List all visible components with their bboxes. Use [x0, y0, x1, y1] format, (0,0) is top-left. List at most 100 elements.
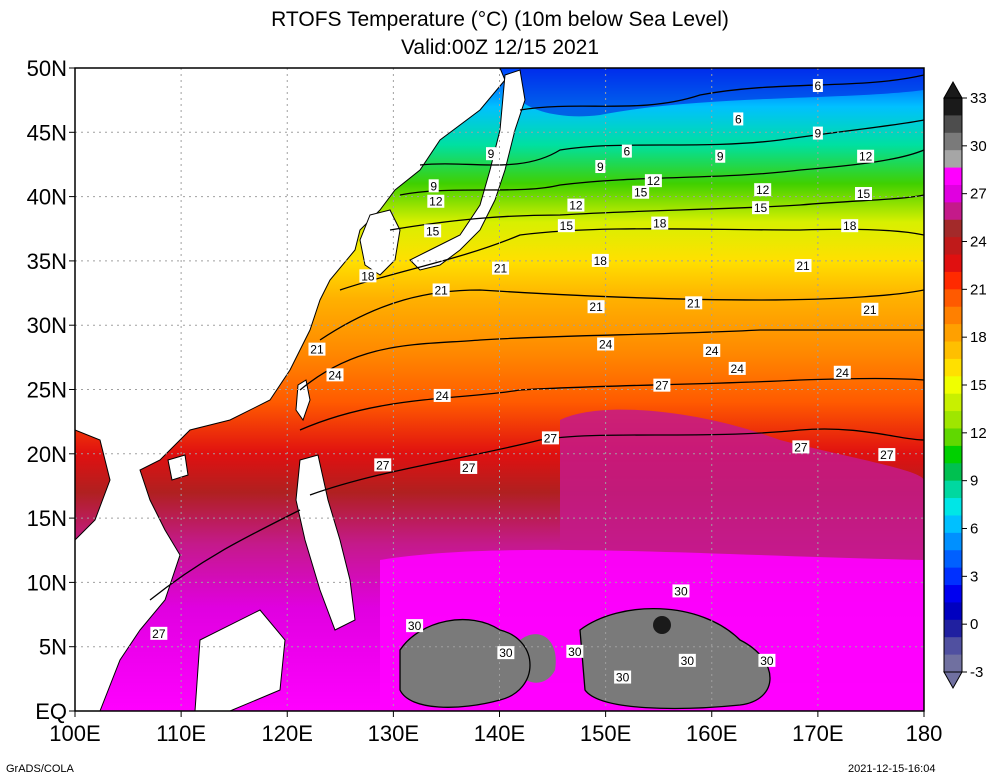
contour-label: 30: [568, 645, 582, 659]
contour-label: 12: [647, 174, 661, 188]
contour-label-bg: [406, 619, 424, 633]
colorbar-swatch: [944, 115, 962, 134]
contour-label: 18: [653, 217, 667, 231]
contour-label-bg: [460, 460, 478, 474]
isotherms: [149, 74, 924, 710]
colorbar-label: 15: [970, 377, 987, 394]
contour-label-bg: [792, 440, 810, 454]
contour-label: 9: [597, 160, 604, 174]
colorbar-label: 3: [970, 568, 978, 585]
contour-label-bg: [878, 448, 896, 462]
contour-label-bg: [672, 584, 690, 598]
colorbar-swatch: [944, 219, 962, 238]
lat-tick-label: 40N: [27, 185, 67, 210]
contour-label: 27: [880, 448, 894, 462]
colorbar-min-arrow: [943, 671, 963, 690]
contour-label-bg: [597, 337, 615, 351]
contour-label: 30: [499, 646, 513, 660]
contour-label: 21: [687, 296, 701, 310]
contour-label: 21: [863, 303, 877, 317]
contour-label: 21: [310, 343, 324, 357]
contour-label: 12: [859, 150, 873, 164]
contour-label-bg: [614, 670, 632, 684]
contour-label-bg: [651, 216, 669, 230]
colorbar-swatch: [944, 237, 962, 256]
contour-label: 30: [408, 619, 422, 633]
japan: [409, 69, 526, 271]
contour-label: 6: [815, 79, 822, 93]
contour-label-bg: [621, 144, 632, 158]
contour-label-bg: [492, 261, 510, 275]
colorbar-swatch: [944, 411, 962, 429]
lat-tick-label: 25N: [27, 378, 67, 403]
contour-label-bg: [812, 79, 823, 93]
contour-label-bg: [308, 342, 326, 356]
lon-tick-label: 170E: [792, 721, 843, 746]
colorbar-swatch: [944, 480, 962, 499]
lat-tick-label: 45N: [27, 120, 67, 145]
colorbar-swatch: [944, 289, 962, 308]
contour-label-bg: [486, 147, 497, 161]
contour-label-bg: [591, 253, 609, 267]
colorbar-swatch: [944, 324, 962, 343]
contour-label-bg: [733, 112, 744, 126]
contour-label-bg: [857, 149, 875, 163]
lon-tick-label: 110E: [156, 721, 206, 746]
contour-label: 24: [436, 389, 450, 403]
contour-label: 6: [624, 145, 631, 159]
latitude-ticks: EQ 5N 10N 15N 20N 25N 30N 35N 40N 45N 50N: [27, 56, 75, 724]
colorbar-swatch: [944, 376, 962, 395]
colorbar-swatch: [944, 498, 962, 516]
colorbar-swatch: [944, 602, 962, 621]
contour-label-bg: [359, 269, 377, 283]
lat-tick-label: 50N: [27, 56, 67, 81]
contour-label: 30: [674, 584, 688, 598]
colorbar-swatch: [944, 445, 962, 464]
colorbar-swatch: [944, 637, 962, 656]
contour-label-bg: [833, 365, 851, 379]
contour-label-bg: [855, 187, 873, 201]
colorbar-swatch: [944, 654, 962, 673]
contour-label-bg: [497, 646, 515, 660]
colorbar-swatch: [944, 550, 962, 569]
contour-label: 12: [429, 195, 443, 209]
contour-label-bg: [841, 219, 859, 233]
map-title: RTOFS Temperature (°C) (10m below Sea Le…: [271, 8, 729, 31]
lon-tick-label: 130E: [368, 721, 419, 746]
contour-label: 15: [857, 187, 871, 201]
asia-mainland: [75, 68, 506, 711]
contour-label-bg: [428, 179, 439, 193]
contour-label: 27: [794, 440, 808, 454]
contour-label: 27: [376, 458, 390, 472]
dark-patch: [653, 616, 671, 634]
lat-tick-label: 15N: [27, 506, 67, 531]
colorbar-swatch: [944, 515, 962, 534]
colorbar-label: 24: [970, 234, 987, 251]
contour-label: 18: [594, 254, 608, 268]
contour-label: 24: [705, 344, 719, 358]
colorbar-swatch: [944, 98, 962, 116]
contour-label: 9: [717, 150, 724, 164]
contour-label-bg: [715, 149, 726, 163]
contour-label-bg: [566, 644, 584, 658]
colorbar-swatch: [944, 567, 962, 586]
contour-label: 24: [328, 368, 342, 382]
contour-label: 27: [544, 431, 558, 445]
contour-label-bg: [685, 296, 703, 310]
colorbar-label: 18: [970, 329, 987, 346]
colorbar-label: 0: [970, 616, 978, 633]
lon-tick-label: 160E: [686, 721, 737, 746]
contour-label-bg: [595, 160, 606, 174]
contour-label: 30: [681, 654, 695, 668]
contour-label-bg: [752, 201, 770, 215]
colorbar-label: 27: [970, 186, 987, 203]
colorbar-swatch: [944, 585, 962, 603]
footer-source: GrADS/COLA: [6, 763, 74, 775]
map-subtitle: Valid:00Z 12/15 2021: [400, 36, 600, 59]
borneo: [194, 609, 286, 711]
philippines: [295, 454, 356, 631]
colorbar-swatch: [944, 463, 962, 482]
contour-label-bg: [644, 174, 662, 188]
lon-tick-label: 140E: [474, 721, 525, 746]
